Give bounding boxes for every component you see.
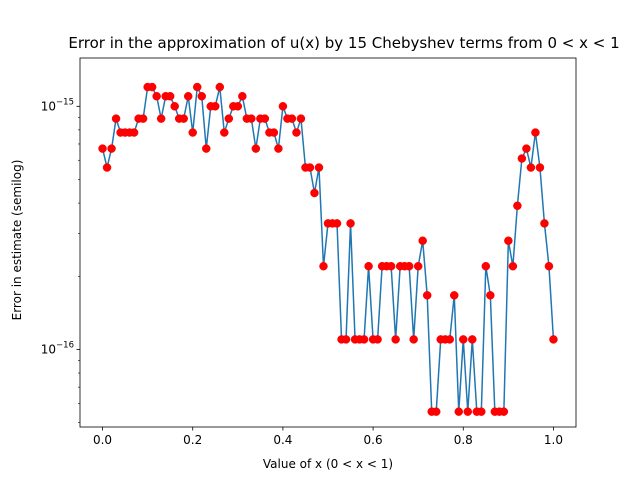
y-tick-label: 10−16 — [41, 340, 74, 356]
data-point — [549, 335, 558, 344]
data-point — [391, 335, 400, 344]
data-point — [274, 144, 283, 153]
data-point — [287, 114, 297, 123]
data-point — [247, 114, 256, 123]
data-point — [170, 102, 179, 111]
data-point — [504, 236, 513, 245]
data-point — [341, 335, 351, 344]
data-point — [224, 114, 234, 123]
data-point — [319, 261, 328, 271]
data-point — [147, 82, 157, 92]
data-point — [413, 261, 423, 271]
data-point — [359, 335, 369, 344]
data-point — [305, 163, 315, 172]
data-point — [165, 91, 175, 101]
data-point — [422, 291, 432, 300]
data-point — [463, 407, 473, 416]
data-point — [111, 114, 121, 123]
axes-frame — [79, 57, 577, 428]
data-point — [98, 144, 107, 153]
data-point — [540, 219, 549, 228]
data-point — [409, 335, 418, 344]
data-point — [310, 188, 319, 198]
data-point — [544, 261, 554, 271]
data-point — [292, 128, 301, 137]
data-point — [517, 154, 527, 163]
data-point — [211, 102, 220, 111]
data-point — [233, 102, 243, 111]
data-point — [107, 144, 116, 153]
data-point — [197, 91, 206, 101]
data-point — [450, 291, 459, 300]
y-tick-label: 10−15 — [41, 97, 74, 113]
data-point — [220, 128, 229, 137]
data-point — [188, 128, 197, 137]
data-point — [238, 91, 247, 101]
data-point — [202, 144, 211, 153]
x-tick-label: 0.6 — [364, 433, 383, 447]
x-tick-label: 0.4 — [273, 433, 292, 447]
data-point — [373, 335, 382, 344]
data-point — [251, 144, 261, 153]
data-point — [513, 201, 522, 210]
chart-title: Error in the approximation of u(x) by 15… — [68, 34, 619, 52]
data-point — [129, 128, 139, 137]
x-tick-label: 0.8 — [454, 433, 473, 447]
data-point — [215, 82, 225, 92]
y-axis-label: Error in estimate (semilog) — [10, 160, 24, 321]
data-point — [431, 407, 441, 416]
data-point — [404, 261, 414, 271]
x-tick-label: 0.0 — [93, 433, 112, 447]
data-point — [278, 102, 288, 111]
data-point — [477, 407, 486, 416]
data-point — [481, 261, 491, 271]
x-tick-label: 1.0 — [544, 433, 563, 447]
data-point — [156, 114, 166, 123]
data-point — [192, 82, 202, 92]
data-point — [179, 114, 188, 123]
data-point — [486, 291, 495, 300]
data-point — [152, 91, 161, 101]
data-point — [468, 335, 477, 344]
data-point — [102, 163, 112, 172]
data-point — [183, 91, 193, 101]
x-tick-label: 0.2 — [183, 433, 202, 447]
data-point — [535, 163, 545, 172]
data-point — [418, 236, 427, 245]
plot-area: 0.0 0.2 0.4 0.6 0.8 1.0 10−16 10−15 — [41, 57, 577, 447]
data-point — [508, 261, 518, 271]
data-point — [499, 407, 509, 416]
data-point — [260, 114, 270, 123]
data-point — [522, 144, 531, 153]
data-point — [346, 219, 355, 228]
data-point — [138, 114, 148, 123]
data-point — [445, 335, 454, 344]
data-point — [332, 219, 342, 228]
data-point — [314, 163, 324, 172]
data-point — [531, 128, 540, 137]
data-point — [386, 261, 396, 271]
data-point — [454, 407, 464, 416]
x-axis-label: Value of x (0 < x < 1) — [263, 457, 393, 471]
data-point — [296, 114, 306, 123]
data-point — [526, 163, 536, 172]
data-point — [459, 335, 468, 344]
data-point — [269, 128, 279, 137]
data-point — [364, 261, 373, 271]
